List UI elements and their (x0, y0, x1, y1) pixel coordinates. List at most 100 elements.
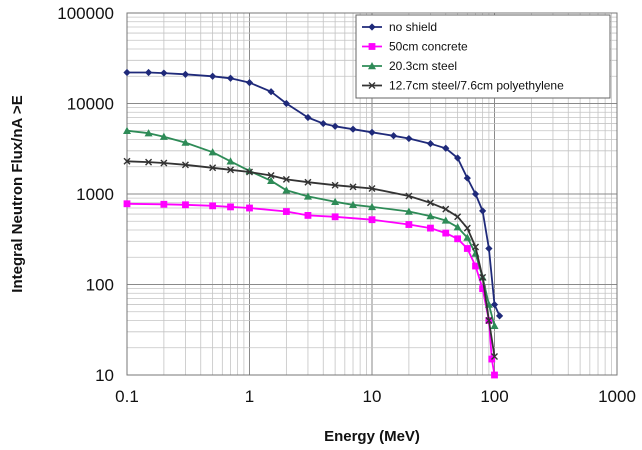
data-point (282, 99, 290, 108)
y-tick-label: 10 (95, 366, 114, 385)
series-line (126, 202, 496, 376)
data-point (267, 176, 276, 184)
legend-box (355, 14, 611, 99)
data-point (319, 119, 327, 128)
data-point (303, 192, 312, 200)
legend: no shield 50cm concrete 20.3cm steel 12.7cm… (355, 14, 611, 99)
data-point (426, 212, 435, 220)
data-point (123, 68, 131, 77)
data-point (282, 186, 291, 194)
data-point (463, 174, 471, 182)
data-point (426, 199, 434, 207)
data-point (145, 158, 153, 166)
grid-layer (126, 13, 617, 376)
data-point (491, 371, 498, 379)
data-point (246, 204, 253, 212)
data-point (160, 200, 168, 208)
data-point (331, 181, 339, 189)
series-0 (123, 68, 504, 320)
legend-marker (368, 82, 376, 89)
legend-item: 20.3cm steel (362, 59, 457, 73)
data-point (331, 197, 340, 205)
data-point (405, 192, 413, 200)
data-point (426, 140, 435, 148)
x-tick-label: 1000 (598, 387, 636, 406)
data-point (144, 68, 153, 77)
series-1 (123, 200, 498, 379)
legend-marker (368, 62, 376, 70)
data-point (209, 202, 217, 210)
legend-label: no shield (389, 20, 437, 34)
legend-marker (368, 23, 376, 31)
x-tick-label: 100 (480, 387, 508, 406)
data-point (182, 201, 189, 209)
legend-label: 12.7cm steel/7.6cm polyethylene (389, 79, 564, 93)
data-point (485, 317, 493, 325)
data-point (405, 134, 413, 143)
data-point (160, 159, 168, 167)
data-point (267, 88, 275, 96)
series-layer (123, 68, 504, 379)
data-point (368, 185, 376, 193)
data-point (463, 245, 471, 252)
data-point (331, 213, 339, 221)
data-point (463, 224, 471, 232)
data-point (282, 208, 290, 215)
data-point (226, 74, 235, 82)
data-point (442, 229, 450, 237)
data-point (227, 166, 235, 174)
data-point (454, 235, 462, 243)
data-point (463, 233, 472, 241)
data-point (144, 129, 153, 137)
data-point (389, 132, 398, 140)
legend-item: 50cm concrete (362, 40, 468, 54)
data-point (304, 113, 312, 122)
data-point (226, 157, 235, 165)
data-point (368, 128, 376, 136)
data-point (404, 207, 413, 215)
series-line (126, 129, 496, 327)
data-point (304, 212, 312, 219)
data-point (227, 203, 234, 211)
series-3 (123, 157, 498, 361)
y-tick-label: 10000 (67, 95, 114, 114)
legend-label: 50cm concrete (389, 40, 468, 54)
data-point (181, 70, 190, 78)
data-point (491, 353, 498, 361)
legend-item: 12.7cm steel/7.6cm polyethylene (362, 79, 564, 93)
data-point (479, 207, 487, 215)
data-point (349, 200, 358, 208)
data-point (471, 190, 480, 198)
x-tick-label: 10 (363, 387, 382, 406)
series-line (126, 160, 496, 357)
data-point (267, 172, 275, 180)
data-point (209, 72, 217, 80)
legend-label: 20.3cm steel (389, 59, 457, 73)
data-point (368, 202, 376, 211)
legend-items: no shield 50cm concrete 20.3cm steel 12.7cm… (362, 20, 564, 93)
data-point (123, 157, 131, 165)
data-point (472, 243, 480, 251)
data-point (159, 132, 168, 140)
data-point (495, 312, 504, 320)
data-point (442, 205, 450, 213)
plot-frame (126, 12, 618, 376)
y-axis-title: Integral Neutron Flux/nA >E (9, 95, 26, 292)
data-point (453, 223, 462, 231)
data-point (490, 300, 499, 309)
data-point (472, 262, 479, 270)
data-point (485, 244, 493, 253)
data-point (349, 183, 357, 191)
data-point (181, 161, 189, 169)
data-point (490, 321, 499, 329)
legend-item: no shield (362, 20, 437, 34)
x-tick-label: 1 (245, 387, 254, 406)
data-point (123, 126, 131, 134)
data-point (479, 285, 487, 293)
data-point (245, 79, 254, 87)
data-point (160, 69, 168, 77)
data-point (368, 216, 376, 224)
data-point (427, 224, 434, 232)
